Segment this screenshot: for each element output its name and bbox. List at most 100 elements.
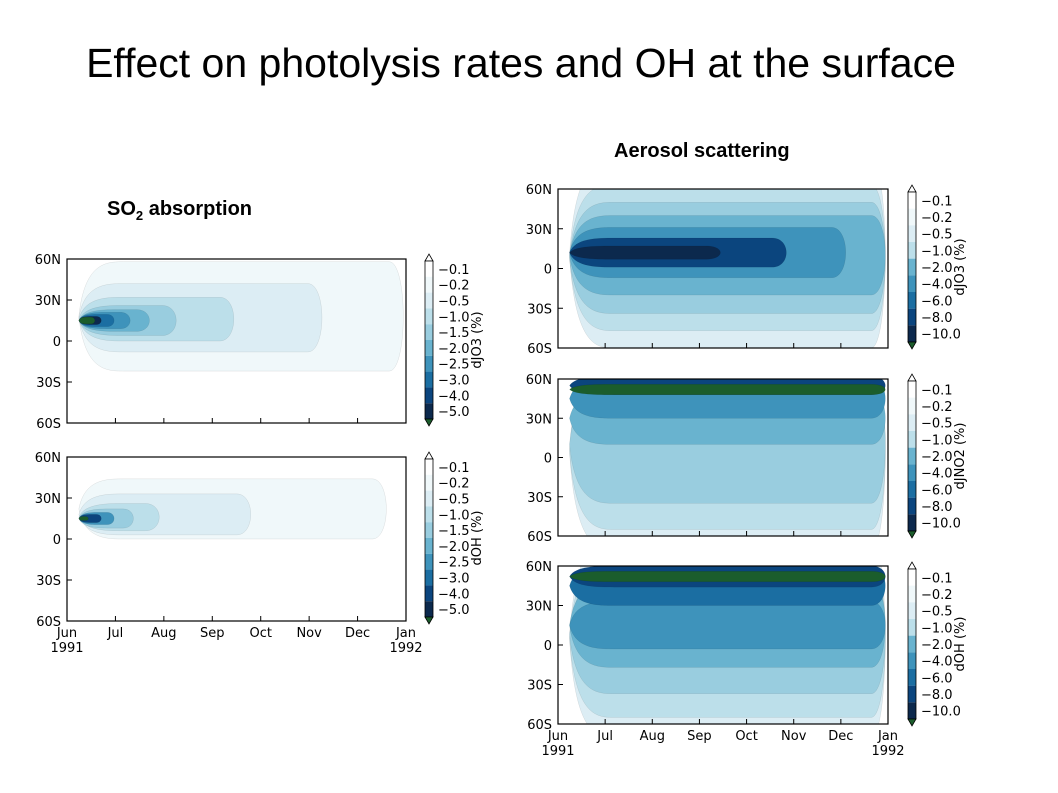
colorbar-top-arrow [907,184,917,193]
colorbar-segment [425,403,433,419]
colorbar-tick-label: −0.5 [438,493,470,508]
colorbar-tick-label: −0.2 [438,279,470,294]
colorbar-segment [908,292,916,309]
y-tick-label: 30S [527,302,552,317]
x-tick-label: Jan [877,729,898,744]
y-tick-label: 30N [35,492,61,507]
panel-4: 60N 30N 0 30S 60S −0.1 −0.2 −0.5−1.0 −2.0 −4.0−6.… [526,373,968,545]
colorbar-segment [425,538,433,554]
colorbar-tick-label: −0.2 [921,588,953,603]
colorbar-tick-label: −1.5 [438,326,470,341]
x-tick-label: Aug [151,626,176,641]
y-tick-label: 60S [36,417,61,432]
contour-layers [569,566,886,724]
colorbar-segment [908,635,916,653]
colorbar-tick-label: −4.0 [921,278,953,293]
colorbar-segment [908,225,916,242]
colorbar-tick-label: −4.0 [438,587,470,602]
colorbar-tick-label: −1.5 [438,524,470,539]
y-tick-label: 0 [53,533,61,548]
colorbar-tick-label: −0.1 [921,571,953,586]
colorbar-segment [425,387,433,404]
y-tick-label: 30S [36,376,61,391]
colorbar-segment [908,258,916,276]
y-tick-label: 30N [526,223,552,238]
colorbar-tick-label: −0.5 [438,295,470,310]
colorbar-tick-label: −6.0 [921,294,953,309]
colorbar-segment [425,459,433,475]
colorbar-tick-label: −0.5 [921,417,953,432]
colorbar-segment [908,685,916,703]
x-tick-label: Oct [249,626,271,641]
colorbar-segment [908,652,916,669]
colorbar-tick-label: −4.0 [921,467,953,482]
colorbar-segment [908,414,916,431]
x-tick-label: Sep [687,729,712,744]
colorbar-segment [425,601,433,617]
contour-layers [78,261,404,372]
colorbar-tick-label: −10.0 [921,517,961,532]
colorbar-tick-label: −2.0 [921,638,953,653]
y-tick-label: 60S [36,615,61,630]
colorbar-tick-label: −0.5 [921,605,953,620]
x-tick-label: Nov [296,626,322,641]
colorbar-segment [908,602,916,619]
colorbar-tick-label: −0.1 [438,263,470,278]
x-tick-label: Jul [107,626,124,641]
colorbar-segment [425,308,433,325]
y-tick-label: 30S [36,574,61,589]
contour-level-10 [78,516,89,521]
colorbar-bottom-arrow [424,418,434,427]
contour-level-6 [569,601,886,650]
so2-heading-subscript: 2 [135,208,144,223]
colorbar-segment [908,381,916,398]
colorbar-tick-label: −8.0 [921,311,953,326]
y-tick-label: 0 [544,263,552,278]
x-tick-label: Dec [828,729,853,744]
colorbar-segment [908,208,916,226]
x-tick-label: Sep [200,626,225,641]
colorbar-tick-label: −2.0 [921,261,953,276]
contour-layers [78,478,387,540]
colorbar-tick-label: −1.0 [438,508,470,523]
colorbar-segment [425,276,433,293]
x-tick-label: Jul [596,729,613,744]
so2-heading-main: SO [107,198,136,220]
so2-absorption-heading: SO2 absorption [107,198,252,223]
y-tick-label: 0 [53,335,61,350]
colorbar-tick-label: −0.2 [921,211,953,226]
panel-3: 60N 30N 0 30S 60S −0.1 −0.2 −0.5−1.0 −2.0 −4.0−6.… [526,183,968,357]
x-tick-label: Dec [345,626,370,641]
colorbar-tick-label: −5.0 [438,603,470,618]
x-tick-year: 1991 [50,641,83,656]
colorbar-bottom-arrow [424,616,434,625]
y-tick-label: 60S [527,718,552,733]
colorbar-segment [908,397,916,415]
colorbar-segment [908,702,916,719]
colorbar-top-arrow [907,561,917,570]
colorbar-segment [425,474,433,491]
y-tick-label: 60S [527,530,552,545]
colorbar-tick-label: −8.0 [921,688,953,703]
y-tick-label: 0 [544,639,552,654]
x-tick-year: 1991 [541,744,574,759]
colorbar-label: dJO3 (%) [953,238,968,295]
colorbar-segment [908,669,916,686]
colorbar-segment [908,514,916,531]
contour-level-10 [569,383,886,395]
colorbar-top-arrow [424,253,434,262]
colorbar-label: dJNO2 (%) [953,423,968,490]
y-tick-label: 60N [526,183,552,198]
y-tick-label: 60N [526,373,552,388]
colorbar-tick-label: −1.0 [921,621,953,636]
y-tick-label: 60N [35,253,61,268]
colorbar-segment [908,464,916,481]
colorbar-tick-label: −2.0 [921,450,953,465]
y-tick-label: 30S [527,491,552,506]
colorbar-bottom-arrow [907,530,917,539]
colorbar-tick-label: −4.0 [921,655,953,670]
colorbar-segment [425,553,433,570]
colorbar-segment [425,506,433,523]
